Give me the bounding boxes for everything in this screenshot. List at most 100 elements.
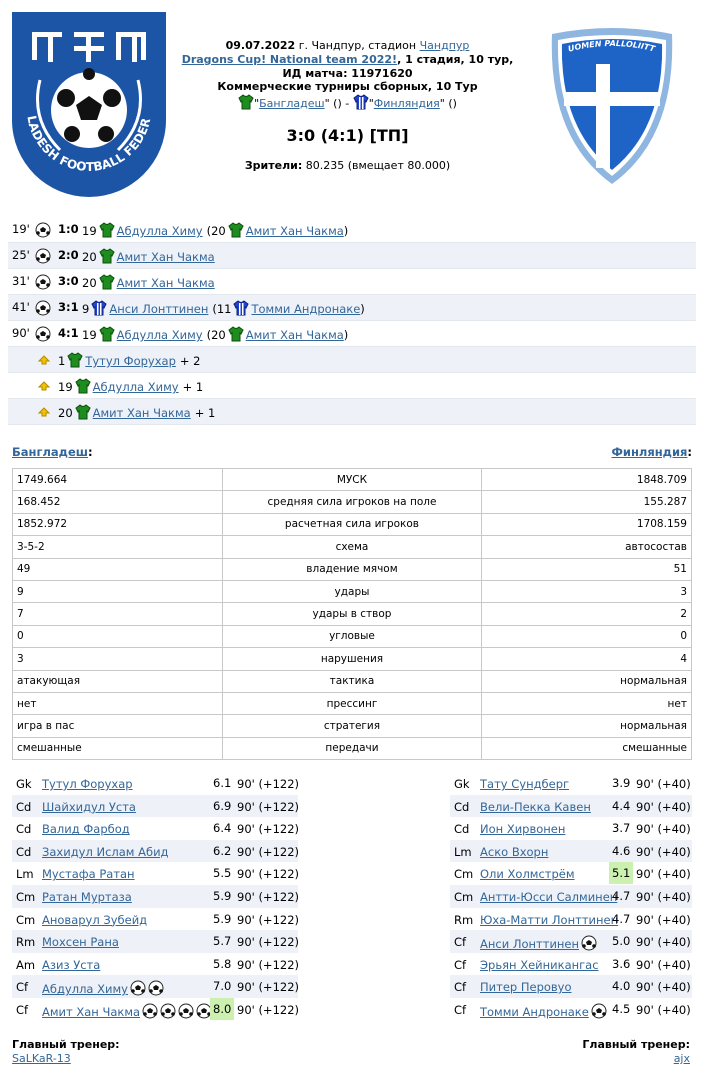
away-link[interactable]: Финляндия <box>373 97 440 110</box>
player-link[interactable]: Азиз Уста <box>42 957 101 972</box>
player-link[interactable]: Эрьян Хейникангас <box>480 957 599 972</box>
ball-patch <box>46 309 50 313</box>
away-coach[interactable]: ajx <box>673 1052 690 1065</box>
position: Am <box>16 957 36 972</box>
ball-patch <box>602 1012 606 1016</box>
lineup-row: Lm Аско Вхорн 4.6 90' (+40) <box>450 839 692 863</box>
quote-text: " () - <box>324 97 353 110</box>
lineup-row: Cd Ион Хирвонен 3.7 90' (+40) <box>450 817 692 840</box>
player-link[interactable]: Абдулла Химу <box>92 380 179 394</box>
player-link[interactable]: Валид Фарбод <box>42 822 130 837</box>
lineup-row: Cf Эрьян Хейникангас 3.6 90' (+40) <box>450 952 692 976</box>
goal-row: 90' 4:1 19 Абдулла Химу (20 Амит Хан Чакма) <box>8 321 696 347</box>
ball-patch <box>46 231 50 235</box>
rating: 4.7 <box>612 889 631 903</box>
shirt-stripe <box>358 97 361 109</box>
minute: 31' <box>12 274 30 288</box>
player-link[interactable]: Томми Андронаке <box>480 1005 589 1019</box>
away-shirt <box>91 300 107 316</box>
away-team-link[interactable]: Финляндия <box>611 445 688 459</box>
shirt-number: 20 <box>82 276 97 290</box>
tournament-link[interactable]: Dragons Cup! National team 2022! <box>181 53 398 66</box>
home-stat: 1749.664 <box>12 467 223 492</box>
player-link[interactable]: Мустафа Ратан <box>42 867 135 882</box>
shirt-stripe <box>97 303 99 315</box>
attendance-line: Зрители: 80.235 (вмещает 80.000) <box>180 159 515 172</box>
ball-patch <box>36 257 40 261</box>
rating: 6.1 <box>213 776 232 790</box>
player-name: Юха-Матти Лонттинен <box>480 913 618 927</box>
player-link[interactable]: Абдулла Химу <box>42 982 128 997</box>
minutes: 90' (+122) <box>237 890 300 904</box>
ball-patch <box>134 985 141 991</box>
player-name: Мохсен Рана <box>42 935 119 949</box>
player-name: Шайхидул Уста <box>42 800 136 814</box>
stats-row: игра в пас стратегия нормальная <box>12 714 692 738</box>
player-link[interactable]: Аско Вхорн <box>480 844 549 859</box>
ball-patch <box>207 1012 211 1016</box>
player-name: Эрьян Хейникангас <box>480 958 599 972</box>
position: Rm <box>454 912 474 927</box>
player-link[interactable]: Шайхидул Уста <box>42 799 136 814</box>
stat-label: прессинг <box>221 691 483 716</box>
rating: 6.2 <box>213 843 232 858</box>
player-link[interactable]: Мохсен Рана <box>42 935 119 950</box>
goal-detail: 19 Абдулла Химу (20 Амит Хан Чакма) <box>82 222 348 238</box>
player-link[interactable]: Анси Лонттинен <box>109 302 209 316</box>
home-link[interactable]: Бангладеш <box>259 97 325 110</box>
assist-link[interactable]: Амит Хан Чакма <box>245 328 344 342</box>
assist-link[interactable]: Амит Хан Чакма <box>245 224 344 238</box>
player-link[interactable]: Тату Сундберг <box>480 777 570 791</box>
shirt-body <box>228 222 244 238</box>
player-link[interactable]: Амит Хан Чакма <box>116 250 215 264</box>
ball <box>148 980 164 996</box>
player-link[interactable]: Тутул Форухар <box>85 354 176 368</box>
lineup-row: Cf Питер Перовуо 4.0 90' (+40) <box>450 975 692 998</box>
position: Cd <box>454 822 470 837</box>
player-link[interactable]: Юха-Матти Лонттинен <box>480 912 619 927</box>
shirt-body <box>228 326 244 342</box>
ball-patch <box>36 231 40 235</box>
player-link[interactable]: Ион Хирвонен <box>480 822 566 837</box>
player-link[interactable]: Абдулла Химу <box>116 224 203 238</box>
player-link[interactable]: Антти-Юсси Салминен <box>480 890 618 904</box>
away-stat: 1708.159 <box>481 512 692 537</box>
player-link[interactable]: Ановарул Зубейд <box>42 912 148 927</box>
player-name: Аско Вхорн <box>480 845 548 859</box>
home-team-link[interactable]: Бангладеш <box>12 445 88 459</box>
player-name: Антти-Юсси Салминен <box>480 890 617 904</box>
home-stat: 1852.972 <box>12 512 223 537</box>
lineup-row: Cd Шайхидул Уста 6.9 90' (+122) <box>12 794 299 818</box>
minutes: 90' (+40) <box>636 890 691 904</box>
away-stat: 51 <box>481 557 692 581</box>
home-shirt <box>99 248 115 264</box>
player-link[interactable]: Вели-Пекка Кавен <box>480 799 591 814</box>
player-link[interactable]: Абдулла Химу <box>116 328 203 342</box>
player-link[interactable]: Амит Хан Чакма <box>92 406 191 420</box>
rating: 3.6 <box>612 956 631 971</box>
player-link[interactable]: Тутул Форухар <box>42 777 133 791</box>
player-link[interactable]: Амит Хан Чакма <box>42 1005 141 1019</box>
player-link[interactable]: Захидул Ислам Абид <box>42 844 169 859</box>
player-link[interactable]: Питер Перовуо <box>480 980 572 995</box>
player-link[interactable]: Ратан Муртаза <box>42 890 132 904</box>
bonus <box>37 355 51 365</box>
ball-patch <box>40 305 46 310</box>
player-link[interactable]: Анси Лонттинен <box>480 937 580 952</box>
stats-row: 3 нарушения 4 <box>12 647 692 671</box>
stadium-link[interactable]: Чандпур <box>419 39 470 52</box>
rating: 7.0 <box>213 979 232 994</box>
shirt-number: 9 <box>82 302 90 316</box>
stat-label: расчетная сила игроков <box>221 512 483 537</box>
home-stat: 3-5-2 <box>12 535 223 559</box>
home-coach[interactable]: SaLKaR-13 <box>12 1052 71 1065</box>
assist-link[interactable]: Томми Андронаке <box>251 302 361 316</box>
goal-score: 1:0 <box>58 222 79 236</box>
ball-patch <box>141 989 145 994</box>
rating: 3.7 <box>612 821 631 836</box>
shirt-body <box>75 378 91 394</box>
ball <box>35 222 51 238</box>
player-link[interactable]: Амит Хан Чакма <box>116 276 215 290</box>
shirt-number: 20 <box>58 406 73 420</box>
player-link[interactable]: Оли Холмстрём <box>480 867 575 882</box>
